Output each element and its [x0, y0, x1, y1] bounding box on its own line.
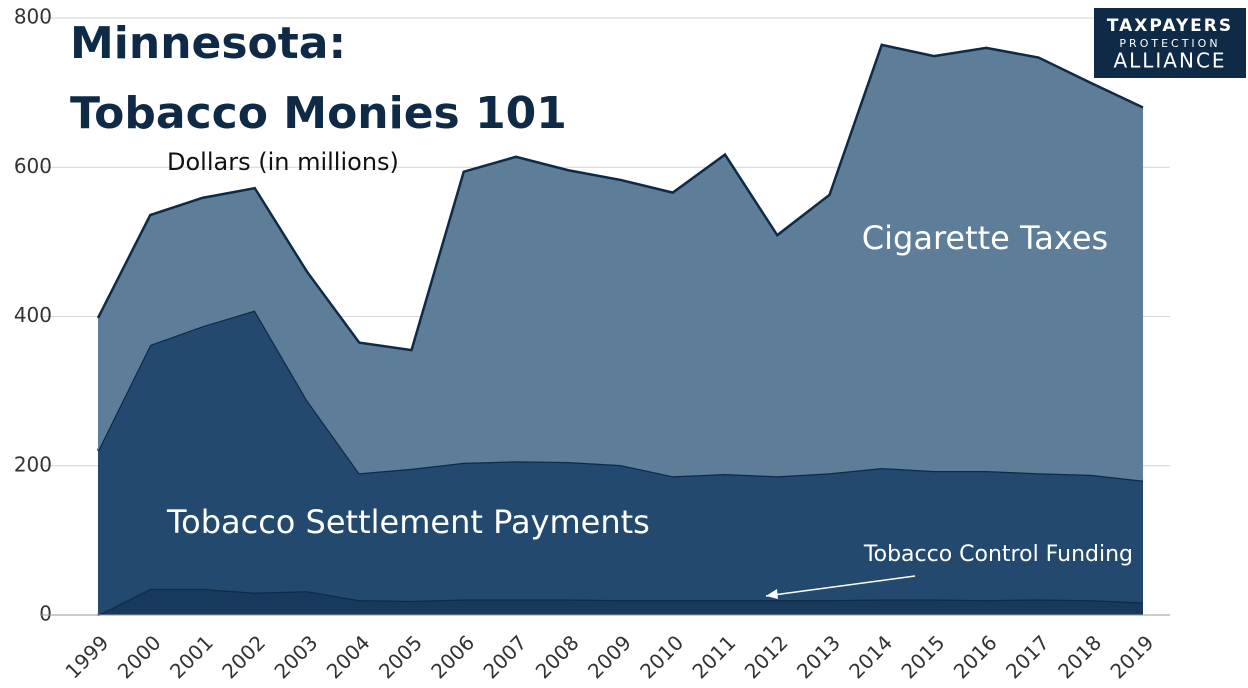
x-tick-label: 2016 [949, 630, 1002, 683]
area [98, 588, 1143, 615]
y-tick-label: 600 [14, 154, 52, 178]
x-tick-label: 2012 [740, 630, 793, 683]
x-tick-label: 2011 [687, 630, 740, 683]
x-tick-label: 2019 [1105, 630, 1158, 683]
y-axis-label: Dollars (in millions) [167, 148, 399, 176]
x-tick-label: 2010 [635, 630, 688, 683]
x-tick-label: 2015 [896, 630, 949, 683]
y-tick-label: 400 [14, 303, 52, 327]
x-tick-label: 2004 [322, 630, 375, 683]
x-tick-label: 1999 [60, 630, 113, 683]
area [98, 310, 1143, 615]
x-tick-label: 2007 [478, 630, 531, 683]
x-tick-label: 2006 [426, 630, 479, 683]
x-tick-label: 2014 [844, 630, 897, 683]
chart-title: Tobacco Monies 101 [70, 88, 567, 139]
x-tick-label: 2017 [1001, 630, 1054, 683]
annotation-arrowhead [766, 589, 778, 599]
y-tick-label: 0 [39, 602, 52, 626]
area-outline [96, 43, 1144, 352]
x-tick-label: 2013 [792, 630, 845, 683]
logo-box [1094, 8, 1246, 78]
logo-text: PROTECTION [1119, 37, 1220, 50]
x-tick-label: 2003 [269, 630, 322, 683]
x-tick-label: 2000 [113, 630, 166, 683]
plot-area [40, 17, 1170, 617]
annotation-arrow [765, 575, 916, 597]
x-tick-label: 2005 [374, 630, 427, 683]
series-label: Tobacco Settlement Payments [166, 503, 650, 541]
area [98, 44, 1143, 481]
chart-title: Minnesota: [70, 18, 346, 69]
logo-text: TAXPAYERS [1107, 16, 1233, 36]
y-tick-label: 800 [14, 5, 52, 29]
logo-text: ALLIANCE [1113, 49, 1226, 73]
x-tick-label: 2002 [217, 630, 270, 683]
area-outline [96, 309, 1144, 482]
x-tick-label: 2008 [531, 630, 584, 683]
x-tick-label: 2001 [165, 630, 218, 683]
series-label: Tobacco Control Funding [863, 542, 1133, 567]
series-label: Cigarette Taxes [862, 219, 1108, 257]
y-tick-label: 200 [14, 452, 52, 476]
x-tick-label: 2018 [1053, 630, 1106, 683]
x-tick-label: 2009 [583, 630, 636, 683]
